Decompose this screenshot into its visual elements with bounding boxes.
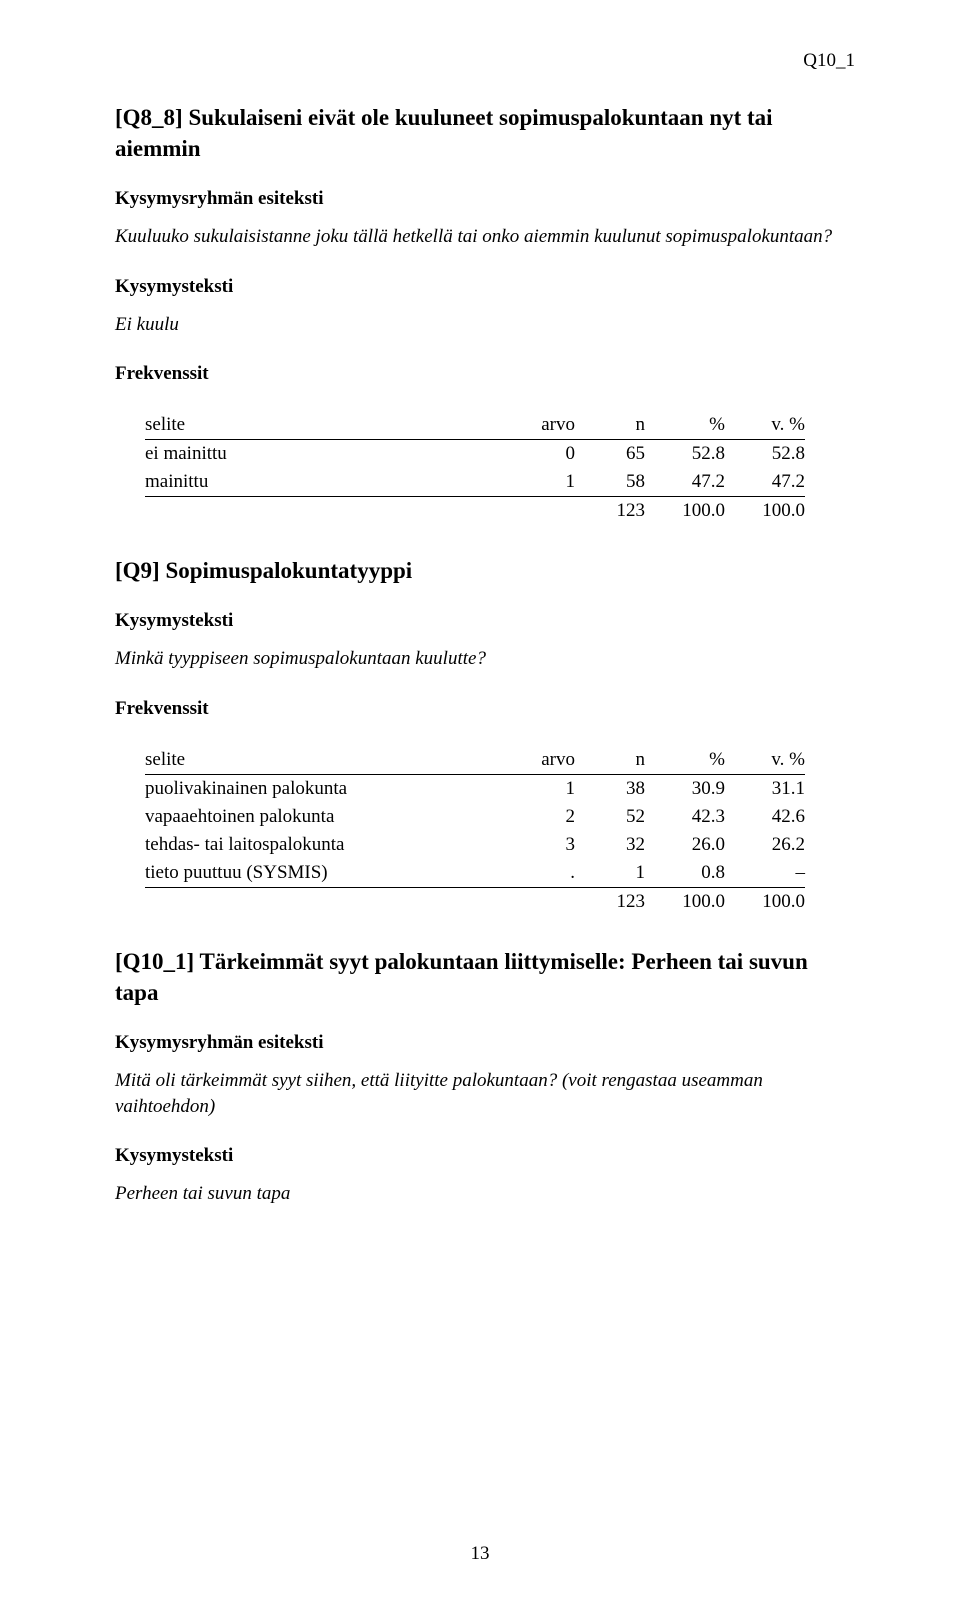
table-total-row: 123 100.0 100.0 xyxy=(145,888,805,917)
cell-pct: 100.0 xyxy=(645,888,725,917)
cell-vpct: 100.0 xyxy=(725,888,805,917)
th-label: selite xyxy=(145,411,505,440)
q10-1-title: [Q10_1] Tärkeimmät syyt palokuntaan liit… xyxy=(115,946,855,1008)
cell-label: puolivakinainen palokunta xyxy=(145,775,505,804)
q9-q-heading: Kysymysteksti xyxy=(115,610,855,632)
table-row: mainittu 1 58 47.2 47.2 xyxy=(145,468,805,497)
cell-arvo: 1 xyxy=(505,775,575,804)
th-pct: % xyxy=(645,746,725,775)
cell-label: tehdas- tai laitospalokunta xyxy=(145,831,505,859)
cell-pct: 26.0 xyxy=(645,831,725,859)
q8-8-freq-heading: Frekvenssit xyxy=(115,363,855,385)
q10-1-group-text: Mitä oli tärkeimmät syyt siihen, että li… xyxy=(115,1068,855,1119)
q8-8-q-heading: Kysymysteksti xyxy=(115,276,855,298)
cell-empty xyxy=(505,888,575,917)
cell-n: 52 xyxy=(575,803,645,831)
q8-8-title: [Q8_8] Sukulaiseni eivät ole kuuluneet s… xyxy=(115,102,855,164)
th-n: n xyxy=(575,411,645,440)
th-vpct: v. % xyxy=(725,746,805,775)
cell-n: 123 xyxy=(575,888,645,917)
q9-freq-table: selite arvo n % v. % puolivakinainen pal… xyxy=(145,746,805,916)
q10-1-q-text: Perheen tai suvun tapa xyxy=(115,1181,855,1207)
q9-freq-heading: Frekvenssit xyxy=(115,698,855,720)
cell-vpct: 100.0 xyxy=(725,497,805,526)
cell-pct: 100.0 xyxy=(645,497,725,526)
th-label: selite xyxy=(145,746,505,775)
cell-pct: 42.3 xyxy=(645,803,725,831)
page-number: 13 xyxy=(0,1543,960,1565)
table-header-row: selite arvo n % v. % xyxy=(145,411,805,440)
cell-label: vapaaehtoinen palokunta xyxy=(145,803,505,831)
q8-8-q-text: Ei kuulu xyxy=(115,312,855,338)
cell-pct: 30.9 xyxy=(645,775,725,804)
cell-n: 1 xyxy=(575,859,645,888)
q8-8-group-text: Kuuluuko sukulaisistanne joku tällä hetk… xyxy=(115,224,855,250)
cell-vpct: – xyxy=(725,859,805,888)
table-row: vapaaehtoinen palokunta 2 52 42.3 42.6 xyxy=(145,803,805,831)
table-row: tehdas- tai laitospalokunta 3 32 26.0 26… xyxy=(145,831,805,859)
q9-title: [Q9] Sopimuspalokuntatyyppi xyxy=(115,555,855,586)
cell-arvo: 1 xyxy=(505,468,575,497)
cell-n: 38 xyxy=(575,775,645,804)
q10-1-q-heading: Kysymysteksti xyxy=(115,1145,855,1167)
cell-pct: 47.2 xyxy=(645,468,725,497)
cell-n: 58 xyxy=(575,468,645,497)
q10-1-group-heading: Kysymysryhmän esiteksti xyxy=(115,1032,855,1054)
cell-arvo: 3 xyxy=(505,831,575,859)
cell-arvo: 0 xyxy=(505,440,575,469)
th-pct: % xyxy=(645,411,725,440)
q8-8-freq-table: selite arvo n % v. % ei mainittu 0 65 52… xyxy=(145,411,805,525)
table-header-row: selite arvo n % v. % xyxy=(145,746,805,775)
q9-q-text: Minkä tyyppiseen sopimuspalokuntaan kuul… xyxy=(115,646,855,672)
cell-n: 65 xyxy=(575,440,645,469)
cell-empty xyxy=(145,888,505,917)
cell-arvo: 2 xyxy=(505,803,575,831)
cell-vpct: 26.2 xyxy=(725,831,805,859)
cell-pct: 0.8 xyxy=(645,859,725,888)
th-arvo: arvo xyxy=(505,411,575,440)
cell-label: mainittu xyxy=(145,468,505,497)
q8-8-group-heading: Kysymysryhmän esiteksti xyxy=(115,188,855,210)
cell-label: tieto puuttuu (SYSMIS) xyxy=(145,859,505,888)
cell-n: 123 xyxy=(575,497,645,526)
cell-vpct: 52.8 xyxy=(725,440,805,469)
cell-pct: 52.8 xyxy=(645,440,725,469)
cell-empty xyxy=(145,497,505,526)
header-right-code: Q10_1 xyxy=(115,50,855,72)
th-vpct: v. % xyxy=(725,411,805,440)
cell-n: 32 xyxy=(575,831,645,859)
cell-arvo: . xyxy=(505,859,575,888)
cell-vpct: 47.2 xyxy=(725,468,805,497)
table-row: ei mainittu 0 65 52.8 52.8 xyxy=(145,440,805,469)
page: Q10_1 [Q8_8] Sukulaiseni eivät ole kuulu… xyxy=(0,0,960,1605)
th-n: n xyxy=(575,746,645,775)
cell-empty xyxy=(505,497,575,526)
cell-label: ei mainittu xyxy=(145,440,505,469)
table-total-row: 123 100.0 100.0 xyxy=(145,497,805,526)
cell-vpct: 31.1 xyxy=(725,775,805,804)
th-arvo: arvo xyxy=(505,746,575,775)
table-row: puolivakinainen palokunta 1 38 30.9 31.1 xyxy=(145,775,805,804)
table-row: tieto puuttuu (SYSMIS) . 1 0.8 – xyxy=(145,859,805,888)
cell-vpct: 42.6 xyxy=(725,803,805,831)
